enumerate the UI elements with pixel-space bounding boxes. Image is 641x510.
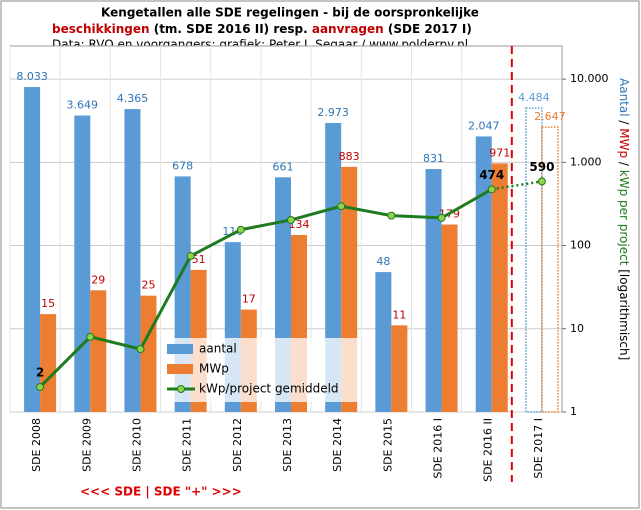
x-tick-label: SDE 2010 (130, 418, 143, 472)
chart-title: Kengetallen alle SDE regelingen - bij de… (101, 6, 479, 20)
line-marker (387, 211, 396, 220)
legend-swatch (167, 344, 193, 354)
y-label-part: / (618, 158, 632, 170)
bar (375, 272, 392, 412)
value-label: 678 (172, 159, 193, 172)
y-label-part: [logarithmisch] (618, 265, 632, 360)
y-label-part: kWp per project (618, 170, 632, 266)
y-tick-label: 100 (570, 239, 591, 252)
legend-label: aantal (199, 342, 237, 356)
line (39, 188, 493, 389)
bar (491, 163, 508, 412)
x-tick-label: SDE 2008 (30, 418, 43, 472)
value-label: 590 (529, 160, 554, 174)
bar (391, 325, 408, 412)
line-marker (437, 213, 446, 222)
bar (24, 87, 41, 413)
bar (541, 126, 559, 413)
value-label: 17 (242, 293, 256, 306)
line-marker (337, 202, 346, 211)
subtitle-part: aanvragen (312, 22, 384, 36)
line-projected (491, 180, 543, 191)
y-label-part: Aantal (618, 78, 632, 117)
line-marker (537, 177, 546, 186)
legend-box (165, 338, 360, 402)
subtitle-part: (SDE 2017 I) (384, 22, 472, 36)
value-label: 2 (36, 365, 44, 379)
bar (475, 136, 492, 413)
value-label: 4.484 (518, 91, 550, 104)
bar (90, 290, 107, 412)
legend-label: MWp (199, 362, 229, 376)
value-label: 48 (376, 255, 390, 268)
value-label: 3.649 (67, 99, 99, 112)
legend-label: kWp/project gemiddeld (199, 382, 339, 396)
y-tick-label: 1.000 (570, 155, 602, 168)
value-label: 4.365 (117, 92, 149, 105)
x-tick-label: SDE 2016 I (432, 418, 445, 479)
value-label: 11 (392, 308, 406, 321)
value-label: 474 (479, 168, 504, 182)
value-label: 25 (141, 279, 155, 292)
value-label: 661 (273, 160, 294, 173)
legend-swatch (167, 364, 193, 374)
x-tick-label: SDE 2017 I (532, 418, 545, 479)
value-label: 883 (339, 150, 360, 163)
x-tick-label: SDE 2016 II (482, 418, 495, 482)
y-tick-label: 10.000 (570, 72, 609, 85)
bar (140, 295, 157, 412)
line-marker (287, 215, 295, 224)
x-tick-label: SDE 2015 (381, 418, 394, 472)
line-marker (86, 332, 95, 341)
legend-marker (177, 385, 185, 393)
value-label: 971 (489, 146, 510, 159)
line-marker (186, 251, 195, 260)
x-tick-label: SDE 2014 (331, 418, 344, 472)
value-label: 29 (91, 273, 105, 286)
y-label-part: / (618, 117, 632, 129)
value-label: 2.047 (468, 119, 500, 132)
bar (525, 107, 543, 413)
y-axis-title: Aantal / MWp / kWp per project [logarith… (618, 78, 632, 360)
y-tick-label: 10 (570, 322, 584, 335)
line-marker (136, 345, 145, 354)
value-label: 831 (423, 152, 444, 165)
bar (74, 115, 91, 413)
chart-subtitle: beschikkingen (tm. SDE 2016 II) resp. aa… (52, 22, 472, 36)
footer: <<< SDE | SDE "+" >>> (80, 485, 242, 499)
x-tick-label: SDE 2009 (80, 418, 93, 472)
bar (441, 224, 458, 412)
value-label: 2.973 (317, 106, 349, 119)
line-marker (236, 225, 245, 234)
value-label: 51 (192, 253, 206, 266)
line-marker (487, 185, 496, 194)
subtitle-part: (tm. SDE 2016 II) resp. (150, 22, 312, 36)
y-tick-label: 1 (570, 405, 577, 418)
x-tick-label: SDE 2013 (281, 418, 294, 472)
x-tick-label: SDE 2011 (181, 418, 194, 472)
x-tick-label: SDE 2012 (231, 418, 244, 472)
subtitle-part: beschikkingen (52, 22, 150, 36)
y-label-part: MWp (618, 128, 632, 158)
value-label: 15 (41, 297, 55, 310)
line-marker (36, 382, 45, 391)
bar (124, 109, 141, 412)
value-label: 2.647 (534, 110, 566, 123)
value-label: 8.033 (16, 70, 48, 83)
bar (425, 169, 442, 412)
bar (40, 314, 57, 412)
